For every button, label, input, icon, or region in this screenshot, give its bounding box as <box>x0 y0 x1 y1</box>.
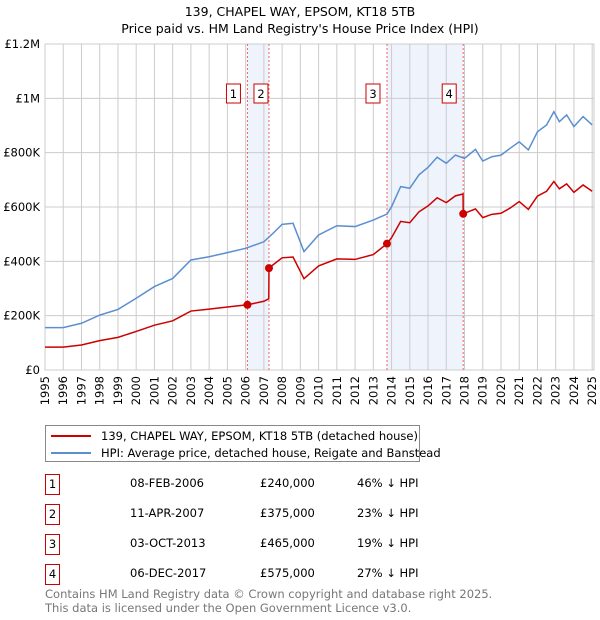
marker-label-box <box>225 83 241 104</box>
x-tick-label: 2002 <box>166 376 180 405</box>
chart-title: 139, CHAPEL WAY, EPSOM, KT18 5TB <box>185 4 416 19</box>
x-tick-label: 1995 <box>38 376 52 405</box>
marker-label-box <box>441 83 457 104</box>
sale-point <box>243 300 252 309</box>
x-tick-label: 2007 <box>257 376 271 405</box>
y-tick-label: £1M <box>15 91 40 105</box>
x-tick-label: 2018 <box>458 376 472 405</box>
marker-label-box <box>365 83 381 104</box>
transaction-hpi-diff: 46% ↓ HPI <box>357 476 419 490</box>
transaction-hpi-diff: 19% ↓ HPI <box>357 536 419 550</box>
y-tick-label: £400K <box>3 254 40 268</box>
sale-point <box>459 209 468 218</box>
x-tick-label: 2015 <box>403 376 417 405</box>
transaction-number: 4 <box>45 564 60 585</box>
x-tick-label: 2025 <box>585 376 599 405</box>
transaction-date: 06-DEC-2017 <box>130 566 207 580</box>
legend: 139, CHAPEL WAY, EPSOM, KT18 5TB (detach… <box>45 425 441 462</box>
x-tick-label: 2022 <box>530 376 544 405</box>
x-tick-label: 2005 <box>220 376 234 405</box>
chart-subtitle: Price paid vs. HM Land Registry's House … <box>121 21 478 36</box>
transaction-row: 3 03-OCT-2013 £465,000 19% ↓ HPI <box>45 534 465 555</box>
transaction-price: £375,000 <box>260 506 315 520</box>
y-tick-label: £200K <box>3 309 40 323</box>
transaction-number: 3 <box>45 534 60 555</box>
x-tick-label: 2021 <box>512 376 526 405</box>
x-tick-label: 2001 <box>147 376 161 405</box>
x-tick-label: 2009 <box>293 376 307 405</box>
transaction-number: 2 <box>45 504 60 525</box>
footer-line: This data is licensed under the Open Gov… <box>45 601 412 615</box>
legend-item-property: 139, CHAPEL WAY, EPSOM, KT18 5TB (detach… <box>51 428 418 444</box>
property-price-line <box>45 180 593 348</box>
transaction-row: 2 11-APR-2007 £375,000 23% ↓ HPI <box>45 504 465 525</box>
footer-line: Contains HM Land Registry data © Crown c… <box>45 587 493 601</box>
sale-point <box>264 264 273 273</box>
hpi-line <box>45 110 593 329</box>
x-tick-label: 2006 <box>239 376 253 405</box>
transaction-row: 4 06-DEC-2017 £575,000 27% ↓ HPI <box>45 564 465 585</box>
legend-item-hpi: HPI: Average price, detached house, Reig… <box>51 445 441 461</box>
transaction-date: 08-FEB-2006 <box>130 476 204 490</box>
legend-label: HPI: Average price, detached house, Reig… <box>101 446 441 460</box>
x-tick-label: 2008 <box>275 376 289 405</box>
marker-label: 2 <box>257 87 264 101</box>
x-tick-label: 2012 <box>348 376 362 405</box>
legend-blue-line <box>51 452 91 454</box>
transaction-number: 1 <box>45 474 60 495</box>
x-tick-label: 2000 <box>129 376 143 405</box>
x-tick-label: 2013 <box>366 376 380 405</box>
transaction-date: 03-OCT-2013 <box>130 536 206 550</box>
marker-label: 4 <box>446 87 453 101</box>
transaction-row: 1 08-FEB-2006 £240,000 46% ↓ HPI <box>45 474 465 495</box>
x-tick-label: 2010 <box>312 376 326 405</box>
x-tick-label: 2016 <box>421 376 435 405</box>
marker-label: 1 <box>230 87 237 101</box>
x-tick-label: 2019 <box>476 376 490 405</box>
x-tick-label: 2023 <box>549 376 563 405</box>
transaction-date: 11-APR-2007 <box>130 506 205 520</box>
y-tick-label: £1.2M <box>4 37 40 51</box>
price-chart: 139, CHAPEL WAY, EPSOM, KT18 5TB Price p… <box>3 4 599 405</box>
transaction-hpi-diff: 27% ↓ HPI <box>357 566 419 580</box>
y-tick-label: £800K <box>3 146 40 160</box>
x-tick-label: 2014 <box>385 376 399 405</box>
x-tick-label: 2004 <box>202 376 216 405</box>
x-tick-label: 1996 <box>56 376 70 405</box>
x-tick-label: 1997 <box>74 376 88 405</box>
x-tick-label: 2003 <box>184 376 198 405</box>
x-tick-label: 1998 <box>93 376 107 405</box>
transaction-hpi-diff: 23% ↓ HPI <box>357 506 419 520</box>
transaction-price: £240,000 <box>260 476 315 490</box>
legend-label: 139, CHAPEL WAY, EPSOM, KT18 5TB (detach… <box>101 429 418 443</box>
plot-border <box>44 43 595 371</box>
transaction-price: £575,000 <box>260 566 315 580</box>
x-tick-label: 2011 <box>330 376 344 405</box>
marker-label-box <box>253 83 269 104</box>
marker-label: 3 <box>369 87 376 101</box>
x-tick-label: 2024 <box>567 376 581 405</box>
legend-red-line <box>51 435 91 437</box>
y-tick-label: £0 <box>25 363 40 377</box>
x-tick-label: 1999 <box>111 376 125 405</box>
x-tick-label: 2020 <box>494 376 508 405</box>
x-tick-label: 2017 <box>439 376 453 405</box>
transaction-price: £465,000 <box>260 536 315 550</box>
footer: Contains HM Land Registry data © Crown c… <box>45 587 492 615</box>
sale-point <box>382 239 391 248</box>
y-tick-label: £600K <box>3 200 40 214</box>
